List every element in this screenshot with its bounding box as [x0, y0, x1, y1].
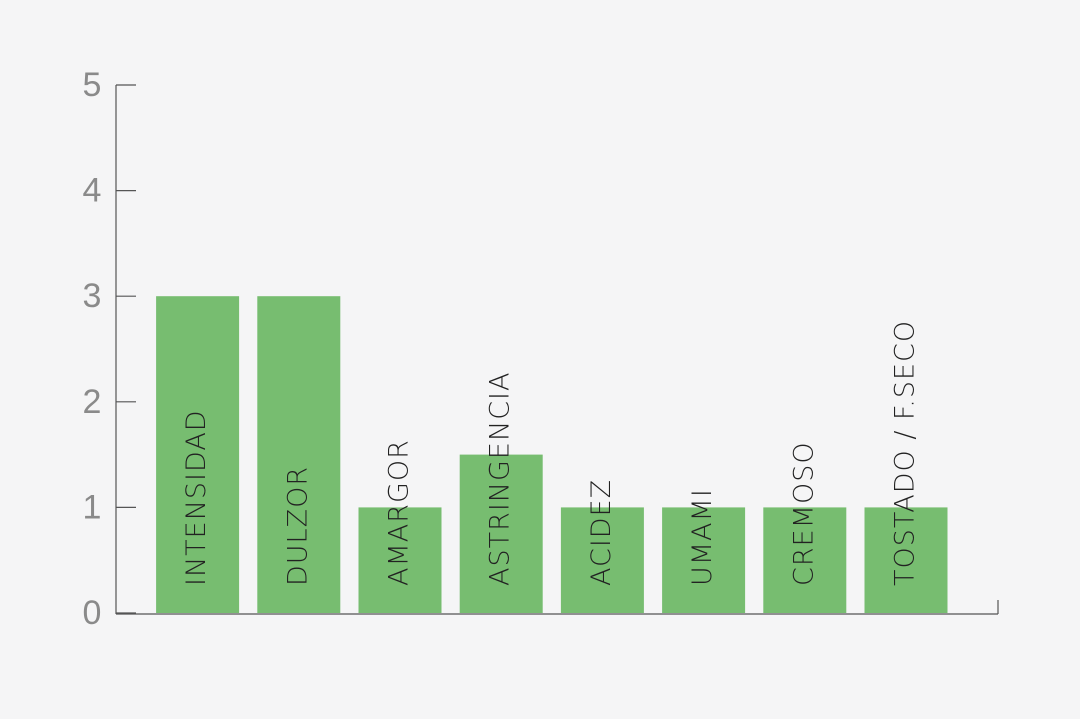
bar [257, 296, 341, 613]
y-tick-label: 3 [83, 277, 102, 315]
x-tick-label: UMAMI [687, 488, 718, 586]
bar [560, 507, 644, 613]
bar [662, 507, 746, 613]
y-tick-label: 2 [83, 383, 102, 421]
x-tick-label: AMARGOR [384, 439, 415, 586]
y-tick-label: 1 [83, 488, 102, 526]
x-tick-label: TOSTADO / F.SECO [890, 320, 921, 586]
x-tick-label: ACIDEZ [586, 479, 617, 586]
x-tick-label: INTENSIDAD [181, 409, 212, 586]
x-tick-label: DULZOR [282, 466, 313, 586]
bar [864, 507, 948, 613]
x-tick-label: ASTRINGENCIA [485, 372, 516, 587]
bar [358, 507, 442, 613]
x-tick-label: CREMOSO [788, 441, 819, 586]
y-tick-label: 4 [83, 172, 102, 210]
bar [459, 454, 543, 613]
y-tick-label: 0 [83, 594, 102, 632]
bar [763, 507, 847, 613]
bar [156, 296, 240, 613]
y-tick-label: 5 [83, 66, 102, 104]
